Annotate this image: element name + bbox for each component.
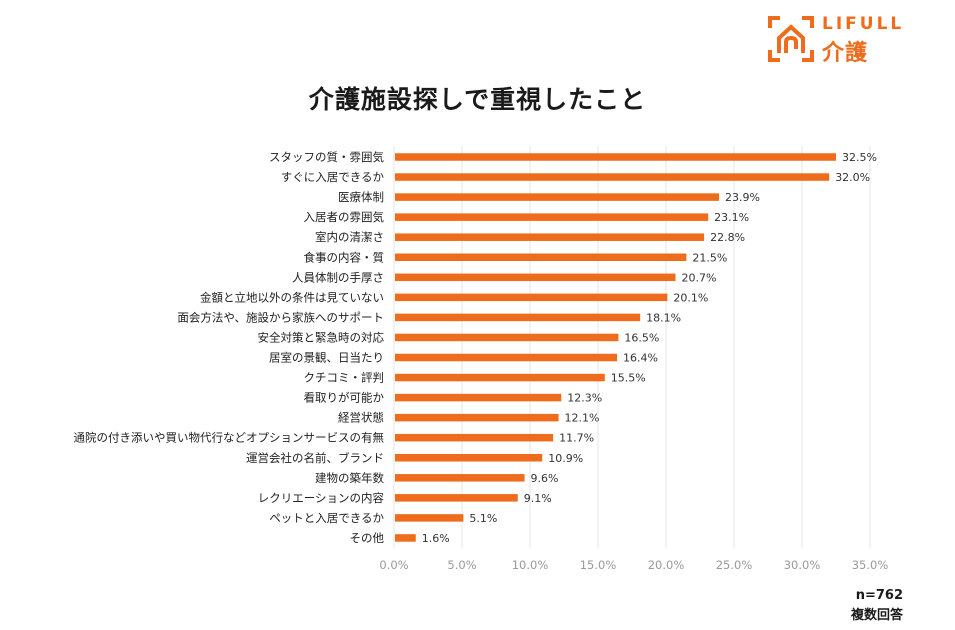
category-labels: スタッフの質・雰囲気すぐに入居できるか医療体制入居者の雰囲気室内の清潔さ食事の内… <box>74 150 385 545</box>
category-label: 医療体制 <box>338 190 384 204</box>
x-tick-labels: 0.0% 5.0% 10.0% 15.0% 20.0% 25.0% 30.0% 35.0% <box>379 558 888 572</box>
value-label: 12.1% <box>565 412 600 425</box>
bar <box>395 413 559 422</box>
x-tick-label: 20.0% <box>648 558 685 572</box>
x-tick-label: 15.0% <box>580 558 617 572</box>
bar <box>395 213 709 221</box>
value-label: 1.6% <box>422 532 450 545</box>
category-label: 建物の築年数 <box>315 471 384 485</box>
bar <box>395 293 668 302</box>
value-label: 10.9% <box>548 452 583 465</box>
answer-type-note: 複数回答 <box>850 608 903 623</box>
category-label: 運営会社の名前、ブランド <box>246 451 384 465</box>
category-label: 安全対策と緊急時の対応 <box>258 330 385 344</box>
category-label: すぐに入居できるか <box>281 170 385 184</box>
bar <box>395 393 562 402</box>
value-label: 20.7% <box>682 271 717 284</box>
value-label: 16.5% <box>624 331 659 344</box>
category-label: レクリエーションの内容 <box>258 491 385 505</box>
category-label: 金額と立地以外の条件は見ていない <box>200 290 384 304</box>
category-label: 食事の内容・質 <box>304 250 385 264</box>
bar <box>395 273 676 282</box>
value-label: 22.8% <box>710 231 745 244</box>
value-label: 21.5% <box>692 251 727 264</box>
value-label: 5.1% <box>469 512 497 525</box>
bar <box>395 193 720 201</box>
x-tick-label: 35.0% <box>852 558 889 572</box>
category-label: 人員体制の手厚さ <box>292 270 384 284</box>
value-label: 12.3% <box>567 392 602 405</box>
value-label: 23.9% <box>725 191 760 204</box>
brand-name-ja: 介護 <box>822 41 869 66</box>
x-tick-label: 25.0% <box>716 558 753 572</box>
value-label: 15.5% <box>611 372 646 385</box>
x-tick-label: 0.0% <box>379 558 408 572</box>
grid-lines <box>393 146 871 548</box>
category-label: ペットと入居できるか <box>269 511 384 525</box>
value-labels: 32.5% 32.0% 23.9% 23.1% 22.8% 21.5% 20.7% 20.1%… <box>422 151 877 545</box>
value-label: 20.1% <box>673 291 708 304</box>
bar <box>395 433 554 442</box>
category-label: 居室の景観、日当たり <box>269 351 384 365</box>
brand-logo: LIFULL 介護 <box>766 14 916 66</box>
x-tick-label: 30.0% <box>784 558 821 572</box>
bar <box>395 153 836 161</box>
chart-title: 介護施設探しで重視したこと <box>308 85 647 114</box>
category-label: その他 <box>350 531 385 545</box>
bar <box>395 353 618 362</box>
bar <box>395 474 525 482</box>
house-in-frame-icon <box>768 16 814 62</box>
x-tick-label: 10.0% <box>512 558 549 572</box>
bar <box>395 233 705 241</box>
bar <box>395 373 605 382</box>
bar <box>395 333 619 342</box>
category-label: 看取りが可能か <box>304 391 385 405</box>
category-label: 経営状態 <box>338 411 384 425</box>
value-label: 11.7% <box>559 432 594 445</box>
value-label: 23.1% <box>714 211 749 224</box>
bar <box>395 253 687 261</box>
category-label: 通院の付き添いや買い物代行などオプションサービスの有無 <box>74 431 385 445</box>
category-label: 入居者の雰囲気 <box>304 210 385 224</box>
value-label: 18.1% <box>646 311 681 324</box>
bar <box>395 494 518 502</box>
category-label: スタッフの質・雰囲気 <box>269 150 384 164</box>
bar <box>395 534 416 542</box>
x-tick-label: 5.0% <box>447 558 476 572</box>
category-label: 室内の清潔さ <box>315 230 384 244</box>
value-label: 32.0% <box>835 171 870 184</box>
bars <box>395 153 836 542</box>
value-label: 9.6% <box>531 472 559 485</box>
category-label: クチコミ・評判 <box>304 371 385 385</box>
value-label: 16.4% <box>623 352 658 365</box>
value-label: 32.5% <box>842 151 877 164</box>
bar <box>395 173 830 181</box>
value-label: 9.1% <box>524 492 552 505</box>
brand-name-en: LIFULL <box>822 14 905 34</box>
bar <box>395 454 543 462</box>
bar <box>395 514 464 522</box>
category-label: 面会方法や、施設から家族へのサポート <box>177 310 384 324</box>
bar <box>395 313 641 322</box>
sample-size-note: n=762 <box>855 588 903 603</box>
